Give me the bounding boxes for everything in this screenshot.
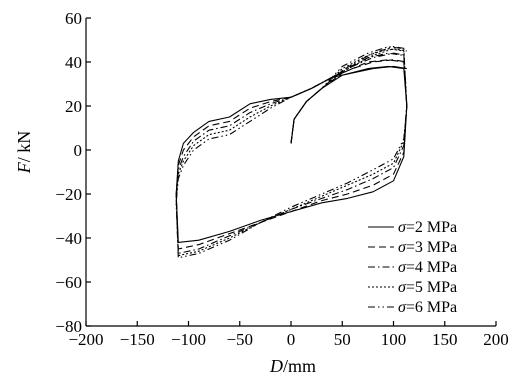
x-tick-label: −100 [171,330,206,349]
x-tick-label: −150 [120,330,155,349]
legend-label: σ=6 MPa [398,299,457,316]
series-line-4 [175,52,408,254]
series-line-6 [175,46,408,259]
x-tick-label: −200 [68,330,103,349]
y-tick-label: −40 [55,229,82,248]
legend-label: σ=4 MPa [398,259,457,276]
y-tick-label: −20 [55,185,82,204]
x-tick-label: 50 [334,330,351,349]
y-tick-label: −60 [55,273,82,292]
y-axis-label: F/ kN [14,131,34,175]
legend: σ=2 MPa σ=3 MPa σ=4 MPa σ=5 MPa σ=6 MPa [368,219,457,316]
x-tick-label: −50 [226,330,253,349]
ticks: −200 −150 −100 −50 0 50 100 150 200−80−60−40−200… [55,9,508,349]
series-line-2 [175,65,408,243]
legend-label: σ=3 MPa [398,239,457,256]
series-line-5 [175,48,408,257]
x-tick-label: 200 [483,330,509,349]
y-tick-label: 20 [65,97,82,116]
y-tick-label: 60 [65,9,82,28]
y-tick-label: −80 [55,317,82,336]
x-axis-label: D/mm [269,356,316,376]
y-tick-label: 40 [65,53,82,72]
x-tick-label: 150 [432,330,458,349]
series-group [175,46,408,259]
legend-label: σ=2 MPa [398,219,457,236]
y-tick-label: 0 [74,141,83,160]
legend-label: σ=5 MPa [398,279,457,296]
x-tick-label: 0 [287,330,296,349]
x-tick-label: 100 [381,330,407,349]
series-line-3 [175,59,408,250]
